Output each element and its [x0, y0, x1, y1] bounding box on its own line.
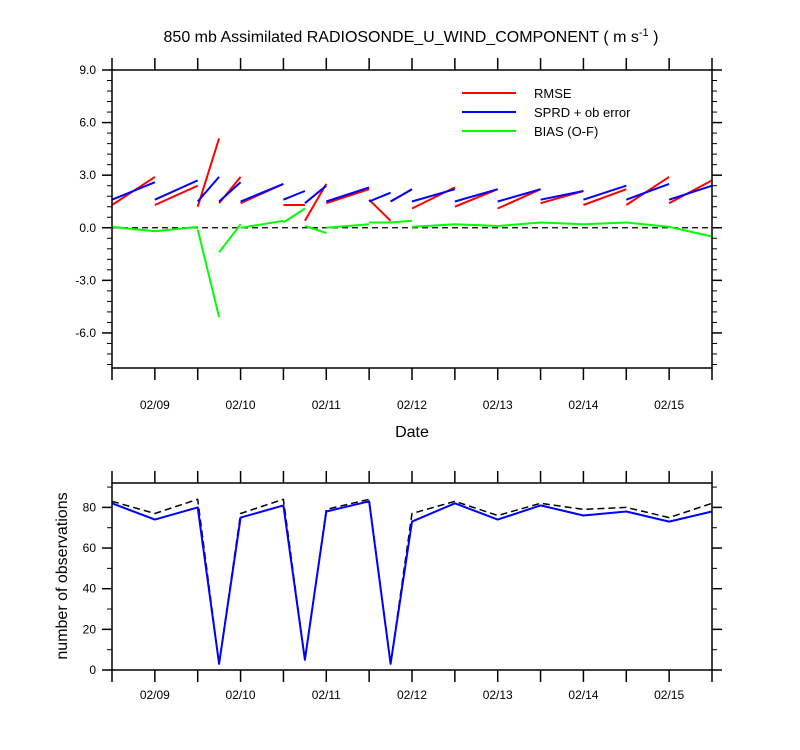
- series-line-sprd-ob-error: [325, 186, 370, 203]
- bottom-x-tick-label: 02/12: [397, 688, 427, 702]
- bottom-axis-ticks: 02/09 02/10 02/11 02/12 02/13 02/14 02/15 0 20 40…: [83, 471, 722, 702]
- chart-title-main: 850 mb Assimilated RADIOSONDE_U_WIND_COM…: [164, 29, 639, 46]
- bottom-x-tick-label: 02/10: [226, 688, 256, 702]
- series-line-rmse: [497, 188, 542, 210]
- series-line-assimilated-observations: [111, 500, 713, 665]
- series-line-sprd-ob-error: [497, 188, 541, 203]
- top-x-tick-label: 02/10: [226, 398, 256, 412]
- series-line-rmse: [368, 198, 392, 222]
- legend: RMSE SPRD + ob error BIAS (O-F): [462, 86, 631, 139]
- legend-label-rmse: RMSE: [534, 86, 572, 101]
- series-line-bias-o-f: [218, 223, 242, 253]
- series-line-bias-o-f: [196, 229, 221, 318]
- top-x-tick-label: 02/14: [568, 398, 598, 412]
- x-axis-title: Date: [395, 424, 429, 441]
- top-y-tick-label: 3.0: [79, 168, 96, 182]
- bottom-x-tick-label: 02/09: [140, 688, 170, 702]
- series-line-sprd-ob-error: [218, 181, 242, 203]
- series-line-rmse: [196, 138, 221, 207]
- top-y-tick-label: -6.0: [75, 326, 96, 340]
- top-chart: 850 mb Assimilated RADIOSONDE_U_WIND_COM…: [75, 27, 722, 441]
- series-line-bias-o-f: [411, 221, 713, 238]
- top-plot-frame: [111, 69, 713, 369]
- series-line-sprd-ob-error: [583, 184, 627, 201]
- series-line-rmse: [325, 188, 370, 205]
- series-line-sprd-ob-error: [111, 181, 156, 201]
- top-y-tick-label: 9.0: [79, 63, 96, 77]
- bottom-x-tick-label: 02/15: [654, 688, 684, 702]
- bottom-chart: 02/09 02/10 02/11 02/12 02/13 02/14 02/15 0 20 40…: [54, 471, 722, 702]
- series-line-bias-o-f: [111, 225, 198, 233]
- series-line-sprd-ob-error: [625, 182, 670, 201]
- series-line-bias-o-f: [326, 223, 370, 229]
- top-x-tick-label: 02/13: [483, 398, 513, 412]
- bottom-y-tick-label: 80: [83, 500, 97, 514]
- bottom-y-tick-label: 20: [83, 622, 97, 636]
- series-line-sprd-ob-error: [368, 191, 391, 203]
- top-series-lines: [111, 138, 713, 318]
- series-line-rmse: [583, 188, 627, 206]
- series-line-sprd-ob-error: [283, 190, 306, 201]
- series-line-sprd-ob-error: [668, 184, 713, 201]
- bottom-series-lines: [111, 498, 713, 665]
- series-line-sprd-ob-error: [304, 184, 327, 204]
- series-line-bias-o-f: [282, 207, 306, 224]
- top-x-tick-label: 02/11: [312, 398, 341, 412]
- series-line-sprd-ob-error: [540, 190, 584, 201]
- legend-label-bias: BIAS (O-F): [534, 124, 598, 139]
- bottom-x-tick-label: 02/14: [568, 688, 598, 702]
- chart-title: 850 mb Assimilated RADIOSONDE_U_WIND_COM…: [164, 27, 659, 46]
- top-x-tick-label: 02/15: [654, 398, 684, 412]
- series-line-rmse: [154, 184, 199, 206]
- series-line-rmse: [304, 183, 328, 222]
- series-line-bias-o-f: [240, 219, 284, 229]
- legend-label-sprd: SPRD + ob error: [534, 105, 631, 120]
- series-line-sprd-ob-error: [196, 176, 220, 203]
- top-x-tick-label: 02/09: [140, 398, 170, 412]
- chart-title-superscript: -1: [639, 27, 649, 39]
- bottom-y-tick-label: 0: [89, 663, 96, 677]
- series-line-sprd-ob-error: [240, 182, 284, 203]
- bottom-x-tick-label: 02/13: [483, 688, 513, 702]
- bottom-y-tick-label: 40: [83, 582, 97, 596]
- bottom-y-tick-label: 60: [83, 541, 97, 555]
- top-y-tick-label: 6.0: [79, 116, 96, 130]
- top-x-tick-label: 02/12: [397, 398, 427, 412]
- bottom-x-tick-label: 02/11: [312, 688, 341, 702]
- series-line-bias-o-f: [304, 225, 327, 234]
- series-line-sprd-ob-error: [390, 188, 413, 203]
- top-y-tick-label: -3.0: [75, 273, 96, 287]
- y-axis-title-observations: number of observations: [54, 492, 71, 659]
- bottom-plot-frame: [111, 482, 713, 671]
- chart-title-tail: ): [649, 29, 659, 46]
- series-line-sprd-ob-error: [154, 179, 199, 201]
- series-line-sprd-ob-error: [454, 188, 498, 203]
- top-axis-ticks: 02/09 02/10 02/11 02/12 02/13 02/14 02/15 9.0 6.…: [75, 58, 722, 412]
- series-line-sprd-ob-error: [411, 188, 456, 203]
- series-line-bias-o-f: [390, 219, 413, 224]
- top-y-tick-label: 0.0: [79, 221, 96, 235]
